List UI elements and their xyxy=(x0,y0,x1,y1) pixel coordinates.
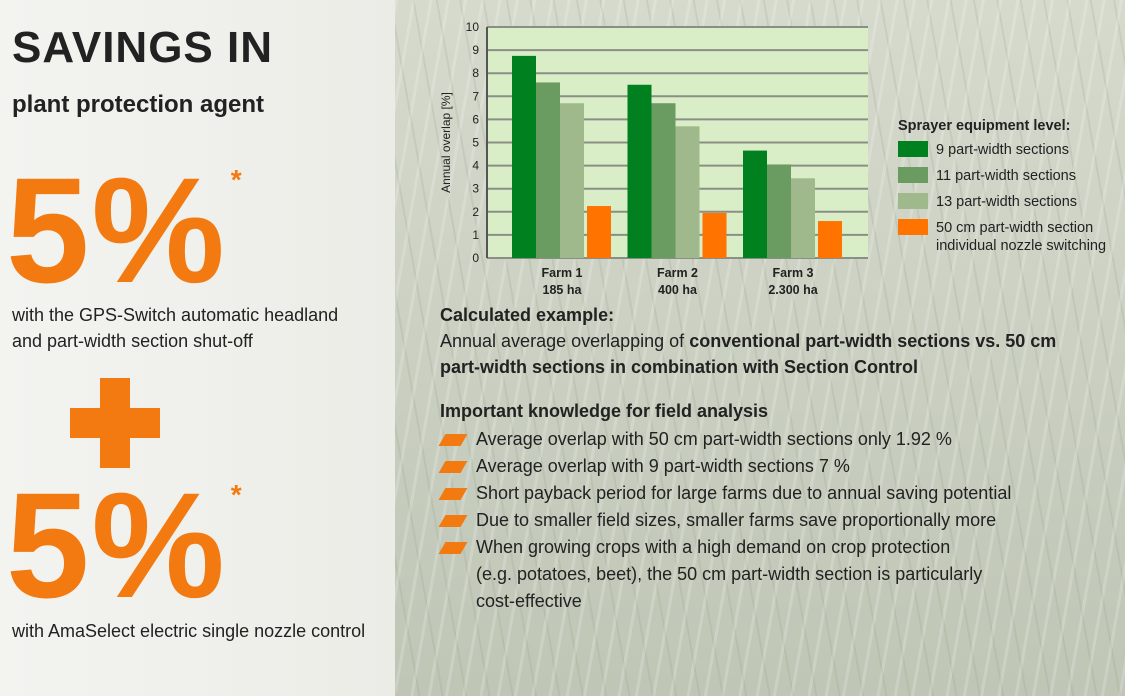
legend-item-11: 11 part-width sections xyxy=(898,167,1118,185)
y-axis-label: Annual overlap [%] xyxy=(439,92,453,193)
bar-4-farm-1 xyxy=(587,206,611,258)
x-tick-label: Farm 3 xyxy=(773,266,814,280)
bar-4-farm-3 xyxy=(818,221,842,258)
x-tick-sublabel: 2.300 ha xyxy=(768,283,818,297)
saving-2: 5% * xyxy=(6,470,242,620)
legend-item-13: 13 part-width sections xyxy=(898,193,1118,211)
bullet-icon xyxy=(438,542,468,554)
legend-item-9: 9 part-width sections xyxy=(898,141,1118,159)
x-tick-label: Farm 1 xyxy=(542,266,583,280)
bar-3-farm-2 xyxy=(675,126,700,258)
bullet-icon xyxy=(438,461,468,473)
y-tick-label: 7 xyxy=(472,89,479,103)
list-item: Short payback period for large farms due… xyxy=(438,480,1120,507)
legend-item-50cm: 50 cm part-width section individual nozzl… xyxy=(898,219,1118,255)
bullet-icon xyxy=(438,515,468,527)
right-text-column: Calculated example: Annual average overl… xyxy=(438,302,1120,615)
left-panel xyxy=(0,0,395,696)
bar-4-farm-2 xyxy=(702,212,727,258)
bullet-icon xyxy=(438,434,468,446)
legend-title: Sprayer equipment level: xyxy=(898,118,1071,134)
bar-3-farm-1 xyxy=(560,103,584,258)
y-tick-label: 4 xyxy=(472,159,479,173)
y-tick-label: 3 xyxy=(472,182,479,196)
plus-icon xyxy=(70,378,160,468)
saving-value-1: 5% xyxy=(6,146,227,314)
list-item: When growing crops with a high demand on… xyxy=(438,534,1120,615)
bar-2-farm-1 xyxy=(536,82,560,258)
y-tick-label: 0 xyxy=(472,251,479,265)
knowledge-list: Average overlap with 50 cm part-width se… xyxy=(438,426,1120,615)
example-text: Annual average overlapping of convention… xyxy=(440,331,1057,377)
y-tick-label: 9 xyxy=(472,43,479,57)
x-tick-sublabel: 185 ha xyxy=(543,283,583,297)
saving-caption-2: with AmaSelect electric single nozzle co… xyxy=(12,621,366,641)
bar-1-farm-1 xyxy=(512,55,536,258)
list-item: Average overlap with 50 cm part-width se… xyxy=(438,426,1120,453)
list-item: Average overlap with 9 part-width sectio… xyxy=(438,453,1120,480)
page-title: SAVINGS IN xyxy=(12,23,274,72)
list-item: Due to smaller field sizes, smaller farm… xyxy=(438,507,1120,534)
y-tick-label: 1 xyxy=(472,228,479,242)
chart-legend: Sprayer equipment level: 9 part-width se… xyxy=(898,118,1118,263)
example-heading: Calculated example: xyxy=(440,305,615,325)
bar-2-farm-3 xyxy=(767,164,791,258)
y-tick-label: 5 xyxy=(472,136,479,150)
asterisk-2: * xyxy=(230,479,242,510)
y-tick-label: 10 xyxy=(466,20,480,34)
bar-1-farm-2 xyxy=(627,84,652,258)
bar-3-farm-3 xyxy=(791,178,815,258)
overlap-bar-chart: 0 1 2 3 4 5 6 7 8 9 10 Annual overlap [%] Farm 1 185 … xyxy=(439,20,868,297)
saving-1: 5% * xyxy=(6,155,242,305)
x-tick-label: Farm 2 xyxy=(657,266,698,280)
asterisk-1: * xyxy=(230,164,242,195)
y-tick-label: 2 xyxy=(472,205,479,219)
bar-2-farm-2 xyxy=(651,103,676,258)
page-subtitle: plant protection agent xyxy=(12,91,264,118)
y-tick-label: 8 xyxy=(472,66,479,80)
y-tick-label: 6 xyxy=(472,112,479,126)
saving-caption-1: with the GPS-Switch automatic headland an… xyxy=(12,305,339,351)
saving-value-2: 5% xyxy=(6,461,227,629)
x-tick-sublabel: 400 ha xyxy=(658,283,698,297)
bar-1-farm-3 xyxy=(743,150,767,258)
bullet-icon xyxy=(438,488,468,500)
knowledge-heading: Important knowledge for field analysis xyxy=(440,401,769,421)
